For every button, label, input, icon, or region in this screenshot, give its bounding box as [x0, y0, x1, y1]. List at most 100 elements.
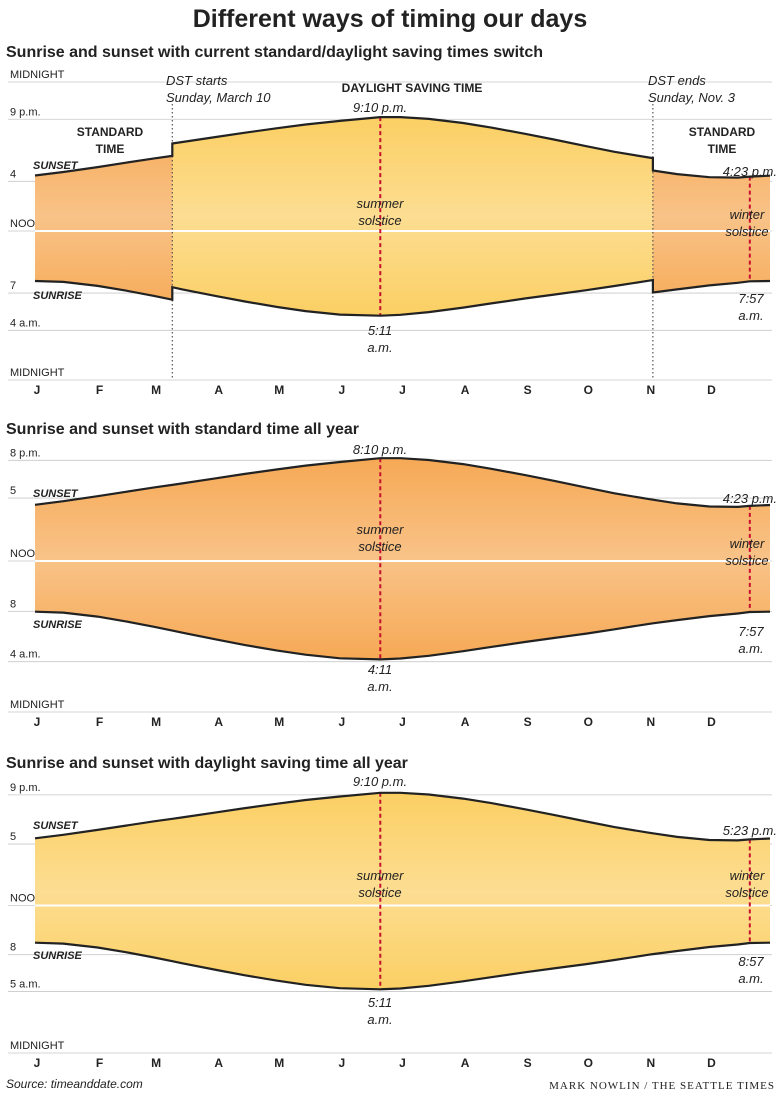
- x-tick-label: J: [34, 715, 41, 729]
- annotation: a.m.: [738, 971, 763, 986]
- annotation: summer: [357, 522, 405, 537]
- x-tick-label: A: [214, 1056, 223, 1070]
- x-tick-label: F: [96, 1056, 103, 1070]
- annotation: solstice: [358, 885, 401, 900]
- annotation: solstice: [725, 224, 768, 239]
- y-tick-label: 9 p.m.: [10, 782, 41, 794]
- x-tick-label: N: [647, 383, 656, 397]
- x-tick-label: S: [524, 1056, 532, 1070]
- x-tick-label: O: [584, 715, 593, 729]
- x-tick-label: F: [96, 383, 103, 397]
- band: [35, 117, 770, 316]
- annotation: DST ends: [648, 73, 706, 88]
- annotation: DST starts: [166, 73, 228, 88]
- x-tick-label: D: [707, 715, 716, 729]
- series-label: SUNSET: [33, 160, 79, 172]
- x-tick-label: M: [274, 715, 284, 729]
- x-tick-label: J: [399, 715, 406, 729]
- title: Different ways of timing our days: [193, 5, 588, 33]
- chart-title: Sunrise and sunset with current standard…: [6, 44, 543, 61]
- x-tick-label: O: [584, 383, 593, 397]
- x-tick-label: N: [647, 715, 656, 729]
- x-tick-label: J: [399, 1056, 406, 1070]
- annotation: DAYLIGHT SAVING TIME: [342, 81, 483, 95]
- x-tick-label: S: [524, 383, 532, 397]
- x-tick-label: A: [461, 715, 470, 729]
- x-tick-label: M: [151, 383, 161, 397]
- annotation: winter: [730, 868, 765, 883]
- annotation: STANDARD: [77, 125, 144, 139]
- y-tick-label: MIDNIGHT: [10, 367, 65, 379]
- annotation: 4:11: [368, 662, 392, 677]
- annotation: 4:23 p.m.: [723, 491, 777, 506]
- annotation: a.m.: [367, 1012, 392, 1027]
- annotation: solstice: [725, 553, 768, 568]
- y-tick-label: 9 p.m.: [10, 106, 41, 118]
- annotation: 9:10 p.m.: [353, 774, 407, 789]
- annotation: solstice: [725, 885, 768, 900]
- annotation: 7:57: [738, 291, 764, 306]
- annotation: a.m.: [367, 679, 392, 694]
- series-line: [34, 791, 771, 842]
- x-tick-label: D: [707, 1056, 716, 1070]
- series-label: SUNRISE: [33, 950, 83, 962]
- y-tick-label: MIDNIGHT: [10, 1040, 65, 1052]
- annotation: a.m.: [738, 308, 763, 323]
- x-tick-label: S: [524, 715, 532, 729]
- y-tick-label: NOON: [10, 218, 43, 230]
- annotation: 8:57: [738, 954, 764, 969]
- series-line: [34, 610, 771, 661]
- annotation: STANDARD: [689, 125, 756, 139]
- x-tick-label: M: [274, 1056, 284, 1070]
- series-label: SUNSET: [33, 820, 79, 832]
- x-tick-label: D: [707, 383, 716, 397]
- annotation: Sunday, March 10: [166, 90, 271, 105]
- series-line: [34, 278, 771, 317]
- y-tick-label: MIDNIGHT: [10, 699, 65, 711]
- chart-title: Sunrise and sunset with standard time al…: [6, 421, 359, 438]
- credit: MARK NOWLIN / THE SEATTLE TIMES: [549, 1080, 775, 1092]
- band-sheen: [35, 117, 770, 316]
- y-tick-label: 8: [10, 942, 16, 954]
- chart-title: Sunrise and sunset with daylight saving …: [6, 755, 408, 772]
- annotation: 4:23 p.m.: [723, 164, 777, 179]
- annotation: winter: [730, 207, 765, 222]
- annotation: 7:57: [738, 624, 764, 639]
- annotation: 9:10 p.m.: [353, 100, 407, 115]
- annotation: a.m.: [738, 641, 763, 656]
- y-tick-label: 5 a.m.: [10, 979, 41, 991]
- annotation: TIME: [708, 142, 737, 156]
- annotation: solstice: [358, 213, 401, 228]
- x-tick-label: A: [461, 1056, 470, 1070]
- series-line: [34, 116, 771, 179]
- annotation: 5:23 p.m.: [723, 823, 777, 838]
- annotation: summer: [357, 868, 405, 883]
- x-tick-label: A: [461, 383, 470, 397]
- y-tick-label: 7: [10, 280, 16, 292]
- y-tick-label: 5: [10, 485, 16, 497]
- annotation: winter: [730, 536, 765, 551]
- y-tick-label: 4 a.m.: [10, 317, 41, 329]
- x-tick-label: J: [399, 383, 406, 397]
- x-tick-label: A: [214, 715, 223, 729]
- y-tick-label: NOON: [10, 893, 43, 905]
- annotation: Sunday, Nov. 3: [648, 90, 736, 105]
- x-tick-label: N: [647, 1056, 656, 1070]
- x-tick-label: J: [34, 383, 41, 397]
- annotation: 5:11: [368, 323, 392, 338]
- series-label: SUNRISE: [33, 619, 83, 631]
- x-tick-label: J: [34, 1056, 41, 1070]
- x-tick-label: O: [584, 1056, 593, 1070]
- annotation: solstice: [358, 539, 401, 554]
- series-label: SUNSET: [33, 488, 79, 500]
- y-tick-label: 4 a.m.: [10, 649, 41, 661]
- series-line: [34, 941, 771, 991]
- x-tick-label: J: [339, 383, 346, 397]
- x-tick-label: J: [339, 715, 346, 729]
- x-tick-label: M: [151, 1056, 161, 1070]
- x-tick-label: A: [214, 383, 223, 397]
- y-tick-label: 8: [10, 598, 16, 610]
- annotation: 8:10 p.m.: [353, 442, 407, 457]
- annotation: 5:11: [368, 995, 392, 1010]
